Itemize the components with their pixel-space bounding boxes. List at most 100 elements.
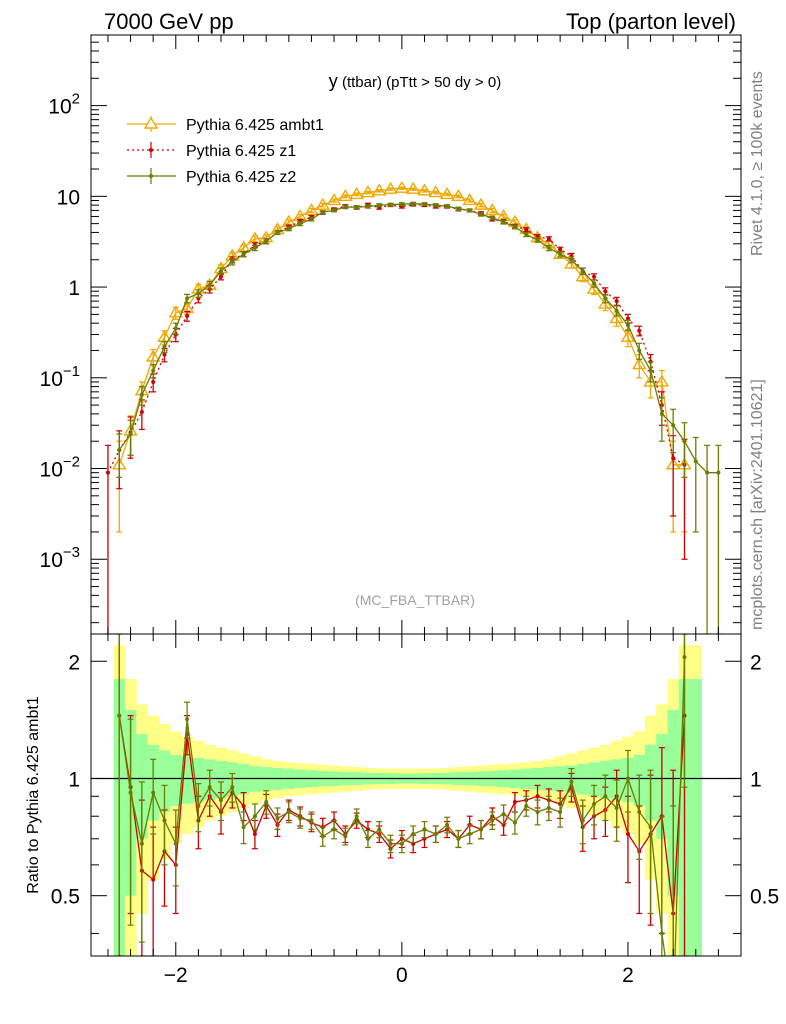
ratio-band-inner [170,754,182,806]
main-point-z2 [388,202,393,207]
main-point-z2 [230,259,235,264]
main-point-z2 [501,220,506,225]
legend-label-z2: Pythia 6.425 z2 [186,169,296,186]
main-series-z2 [116,201,722,634]
main-y-tick-label-base: 10 [40,459,63,482]
main-point-z2 [354,205,359,210]
ratio-point-z2 [411,832,416,837]
ratio-y-axis-label: Ratio to Pythia 6.425 ambt1 [25,696,42,894]
main-point-ambt1 [417,183,432,196]
ratio-band-inner [588,762,601,797]
main-y-tick-label: 10 [57,186,80,209]
main-y-tick-label: 102 [48,91,80,119]
main-point-z1 [219,274,223,279]
main-line-z1 [107,203,685,473]
analysis-watermark: (MC_FBA_TTBAR) [355,592,475,608]
legend-label-z1: Pythia 6.425 z1 [186,143,296,160]
ratio-point-z2 [286,810,291,815]
main-plot-content [104,180,722,634]
plot-title-variable: y [329,71,338,91]
main-point-z1 [546,236,551,241]
main-point-z2 [185,296,190,301]
ratio-point-z2 [682,655,687,660]
main-point-ambt1 [326,193,342,206]
main-point-ambt1 [654,374,670,387]
main-point-z1 [625,316,630,321]
ratio-point-z2 [388,841,393,846]
ratio-point-z2 [139,841,144,846]
header-left-label: 7000 GeV pp [104,9,234,34]
main-y-tick-label: 10−3 [40,544,80,572]
ratio-point-z2 [185,717,190,722]
ratio-point-z2 [524,803,529,808]
ratio-x-tick-label: 2 [622,964,634,987]
ratio-point-z2 [535,810,540,815]
main-point-z2 [558,252,563,257]
ratio-band-inner [215,760,228,799]
main-point-z2 [479,212,483,217]
ratio-point-z2 [490,818,495,823]
main-point-ambt1 [462,193,477,206]
main-y-tick-label: 10−1 [40,363,80,391]
ratio-point-z2 [625,776,630,781]
ratio-point-z2 [196,803,201,808]
main-point-ambt1 [145,349,161,362]
main-point-z1 [558,247,563,252]
main-point-ambt1 [575,269,590,282]
main-point-ambt1 [360,185,376,198]
header-right-label: Top (parton level) [566,9,736,34]
ratio-point-z2 [546,805,551,810]
main-point-z2 [162,344,167,349]
main-y-tick-label-exponent: 2 [72,91,80,108]
ratio-point-z2 [603,794,608,799]
ratio-point-z2 [648,825,653,830]
main-line-ambt1 [118,187,685,466]
main-point-ambt1 [338,188,353,202]
ratio-point-z1 [252,832,257,837]
main-point-z2 [399,202,404,207]
main-point-ambt1 [168,305,184,318]
ratio-point-z2 [399,841,404,846]
ratio-band-inner [192,757,205,803]
ratio-y-tick-label-right: 0.5 [750,886,779,909]
main-point-z2 [343,205,348,210]
ratio-point-z2 [614,805,619,810]
ratio-panel: −2 0 2 0.5 0.5 1 1 2 2 Ratio to Pythia 6.425 am… [25,633,779,987]
ratio-point-z2 [230,785,235,790]
main-point-z1 [592,274,597,279]
main-point-ambt1 [632,357,647,370]
main-point-z2 [682,439,687,444]
main-point-z1 [614,299,619,304]
main-point-z2 [705,470,710,475]
main-point-z1 [524,227,529,232]
main-point-z1 [162,352,167,357]
main-point-z2 [252,245,257,250]
ratio-y-tick-label-right: 2 [750,651,762,674]
main-point-z2 [546,245,551,250]
main-y-tick-label: 1 [68,277,80,300]
ratio-point-z2 [479,827,483,832]
ratio-point-z2 [320,834,325,839]
main-point-z2 [377,203,382,208]
ratio-y-tick-label-left: 0.5 [51,886,80,909]
ratio-band-inner [158,750,171,813]
main-point-z1 [151,379,156,384]
main-y-tick-label: 10−2 [40,454,80,482]
ratio-point-z2 [173,841,178,846]
main-point-z2 [264,239,269,244]
main-point-z2 [569,257,574,262]
ratio-y-tick-label-right: 1 [750,768,762,791]
main-series-z1 [104,202,688,634]
main-point-ambt1 [485,203,500,216]
ratio-point-z2 [343,834,348,839]
main-point-ambt1 [620,329,636,342]
main-point-z2 [659,411,664,416]
main-point-ambt1 [473,197,489,210]
ratio-y-ticks: 0.5 0.5 1 1 2 2 [51,651,779,934]
main-point-z2 [128,432,133,437]
ratio-y-tick-label-left: 1 [68,768,80,791]
main-y-tick-label-base: 10 [48,96,71,119]
main-point-z2 [241,252,246,257]
main-point-z2 [411,201,416,206]
